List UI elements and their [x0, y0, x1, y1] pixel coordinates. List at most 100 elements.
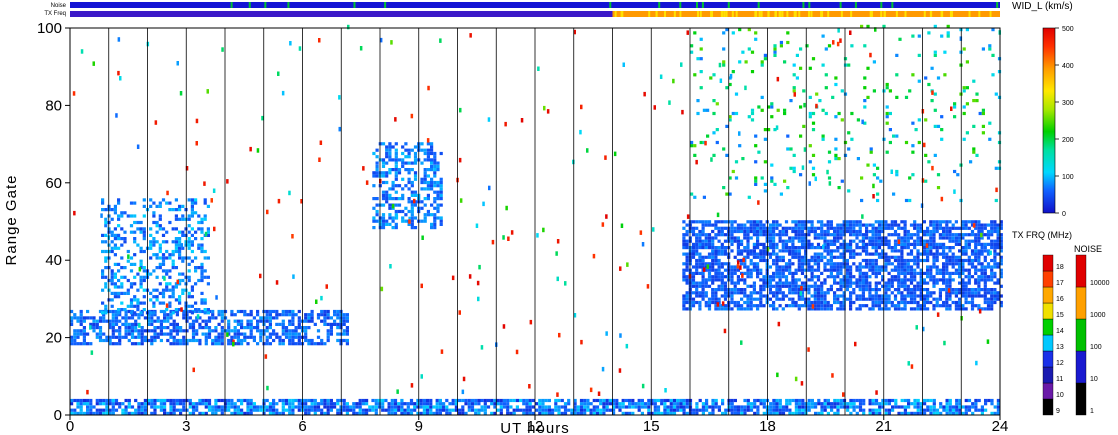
scatter-cell [73, 335, 77, 339]
scatter-cell [698, 252, 702, 256]
scatter-cell [980, 278, 984, 282]
scatter-cell [746, 242, 750, 246]
scatter-cell [781, 246, 785, 250]
scatter-cell [153, 319, 157, 323]
scatter-cell [929, 405, 933, 409]
freq-bar-mark [883, 11, 886, 17]
scatter-cell [858, 268, 862, 272]
scatter-cell [158, 256, 162, 260]
scatter-cell [702, 267, 706, 272]
scatter-cell [142, 204, 146, 208]
scatter-cell [698, 233, 702, 237]
scatter-cell [874, 252, 878, 256]
scatter-cell [111, 335, 115, 339]
freq-bar-mark [941, 11, 944, 17]
scatter-cell [958, 265, 962, 269]
scatter-cell [913, 246, 917, 250]
scatter-cell [422, 402, 426, 406]
scatter-cell [871, 226, 875, 230]
scatter-cell [124, 405, 128, 409]
scatter-cell [439, 38, 442, 43]
scatter-cell [980, 271, 984, 275]
scatter-cell [181, 233, 185, 237]
scatter-cell [730, 265, 734, 269]
scatter-cell [794, 291, 798, 295]
scatter-cell [92, 316, 96, 320]
scatter-cell [515, 398, 519, 403]
scatter-cell [842, 223, 846, 227]
scatter-cell [958, 255, 962, 259]
scatter-cell [631, 405, 635, 409]
scatter-cell [858, 220, 862, 224]
scatter-cell [110, 275, 114, 279]
scatter-cell [436, 184, 440, 188]
scatter-cell [171, 253, 175, 257]
scatter-cell [999, 233, 1003, 237]
scatter-cell [932, 284, 936, 288]
scatter-cell [977, 242, 981, 246]
scatter-cell [110, 246, 114, 250]
scatter-cell [816, 258, 821, 263]
scatter-cell [827, 44, 832, 48]
scatter-cell [101, 311, 105, 315]
scatter-cell [130, 326, 135, 330]
scatter-cell [531, 405, 535, 409]
scatter-cell [104, 240, 108, 244]
scatter-cell [733, 304, 737, 308]
scatter-cell [961, 220, 965, 224]
scatter-cell [778, 233, 782, 237]
scatter-cell [433, 158, 437, 162]
scatter-cell [191, 338, 196, 343]
scatter-cell [92, 411, 96, 415]
scatter-cell [159, 408, 163, 412]
scatter-cell [919, 281, 923, 285]
scatter-cell [136, 301, 140, 305]
scatter-cell [788, 262, 792, 266]
scatter-cell [874, 246, 878, 250]
scatter-cell [799, 291, 802, 296]
scatter-cell [743, 278, 747, 282]
scatter-cell [849, 220, 853, 224]
scatter-cell [723, 239, 728, 243]
scatter-cell [200, 230, 204, 234]
scatter-cell [935, 278, 939, 282]
scatter-cell [942, 408, 946, 412]
freq-bar-mark [723, 11, 726, 17]
scatter-cell [903, 258, 907, 263]
scatter-cell [887, 278, 891, 282]
scatter-cell [866, 95, 870, 99]
scatter-cell [794, 402, 798, 406]
scatter-cell [775, 252, 779, 256]
scatter-cell [746, 239, 750, 243]
scatter-cell [203, 198, 207, 202]
scatter-cell [159, 326, 163, 330]
scatter-cell [200, 275, 204, 279]
scatter-cell [113, 227, 117, 231]
scatter-cell [682, 405, 686, 409]
scatter-cell [785, 398, 789, 403]
scatter-cell [938, 226, 942, 230]
scatter-cell [977, 284, 981, 288]
scatter-cell [230, 402, 234, 406]
scatter-cell [142, 227, 146, 231]
scatter-cell [230, 335, 234, 339]
scatter-cell [127, 338, 131, 343]
scatter-cell [926, 271, 930, 275]
scatter-cell [187, 214, 191, 218]
scatter-cell [265, 408, 269, 412]
scatter-cell [919, 226, 923, 230]
scatter-cell [153, 329, 157, 333]
scatter-cell [816, 236, 821, 240]
scatter-cell [691, 300, 696, 305]
scatter-cell [137, 329, 141, 333]
scatter-cell [297, 338, 301, 343]
scatter-cell [618, 408, 622, 412]
scatter-cell [95, 322, 99, 326]
scatter-cell [800, 255, 805, 259]
scatter-cell [916, 411, 920, 415]
scatter-cell [913, 278, 917, 282]
scatter-cell [720, 226, 724, 230]
scatter-cell [888, 128, 892, 132]
scatter-cell [925, 243, 929, 248]
scatter-cell [756, 271, 760, 275]
